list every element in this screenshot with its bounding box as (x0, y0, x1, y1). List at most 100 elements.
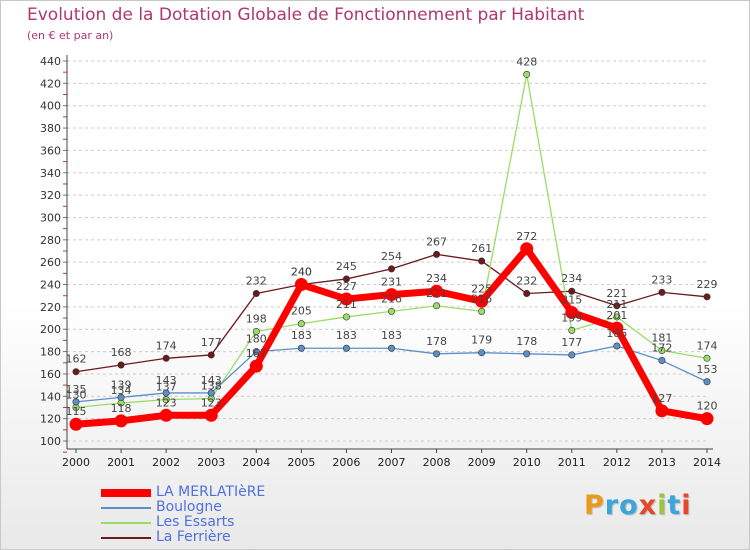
grid-lines (67, 60, 707, 442)
logo-letter: i (657, 490, 668, 521)
data-point (114, 414, 128, 428)
data-point (204, 408, 218, 422)
legend-label: LA MERLATIèRE (156, 484, 266, 500)
data-point (342, 313, 350, 321)
data-label: 185 (606, 327, 627, 340)
data-label: 183 (291, 329, 312, 342)
data-point (342, 344, 350, 352)
logo-letter: o (619, 490, 639, 521)
data-point (117, 361, 125, 369)
data-label: 181 (651, 331, 672, 344)
data-point (252, 289, 260, 297)
data-point (159, 408, 173, 422)
proxiti-logo: Proxiti (584, 490, 692, 521)
x-tick-label: 2002 (152, 456, 180, 469)
data-point (162, 396, 170, 404)
axes: 100 120 140 160 180 200 220 240 260 280 300 320 340 3… (40, 55, 721, 469)
data-point (430, 284, 444, 298)
legend-item: Les Essarts (101, 515, 361, 531)
data-point (523, 289, 531, 297)
legend-item: La Ferrière (101, 530, 361, 546)
data-point (613, 313, 621, 321)
data-point (387, 265, 395, 273)
logo-letter: P (584, 490, 605, 521)
data-label: 168 (111, 346, 132, 359)
data-point (294, 278, 308, 292)
data-label: 134 (111, 384, 132, 397)
legend-label: Boulogne (156, 499, 222, 515)
data-point (658, 357, 666, 365)
y-tick-label: 360 (40, 144, 61, 157)
y-tick-label: 400 (40, 100, 61, 113)
y-tick-label: 280 (40, 234, 61, 247)
y-tick-label: 420 (40, 77, 61, 90)
legend-swatch (101, 489, 151, 497)
data-point (339, 292, 353, 306)
data-label: 216 (381, 292, 402, 305)
y-tick-label: 240 (40, 279, 61, 292)
data-label: 229 (697, 278, 718, 291)
data-label: 177 (201, 336, 222, 349)
legend: LA MERLATIèRE Boulogne Les Essarts La Ferri… (101, 484, 361, 546)
x-tick-label: 2009 (468, 456, 496, 469)
data-label: 234 (561, 272, 582, 285)
data-point (703, 293, 711, 301)
data-point (703, 354, 711, 362)
x-tick-label: 2010 (513, 456, 541, 469)
data-label: 211 (606, 298, 627, 311)
data-point (703, 378, 711, 386)
data-label: 199 (561, 311, 582, 324)
data-point (478, 257, 486, 265)
chart-title: Evolution de la Dotation Globale de Fonc… (27, 5, 585, 25)
data-label: 162 (66, 353, 87, 366)
data-point (387, 344, 395, 352)
data-label: 138 (201, 380, 222, 393)
data-point (297, 344, 305, 352)
logo-letter: t (667, 490, 682, 521)
data-label: 232 (516, 274, 537, 287)
legend-swatch (101, 507, 151, 509)
y-tick-label: 340 (40, 167, 61, 180)
y-tick-label: 200 (40, 323, 61, 336)
data-point (475, 294, 489, 308)
data-label: 120 (697, 400, 718, 413)
logo-letter: i (681, 490, 692, 521)
x-tick-label: 2014 (693, 456, 721, 469)
x-tick-label: 2013 (648, 456, 676, 469)
data-point (252, 327, 260, 335)
data-label: 254 (381, 250, 402, 263)
y-tick-label: 320 (40, 189, 61, 202)
x-tick-label: 2004 (242, 456, 270, 469)
data-point (117, 393, 125, 401)
data-label: 172 (651, 342, 672, 355)
data-label: 139 (111, 378, 132, 391)
data-point (385, 288, 398, 302)
data-label: 240 (291, 266, 312, 279)
data-label: 179 (471, 334, 492, 347)
data-point (207, 351, 215, 359)
data-point (655, 404, 669, 418)
data-label: 198 (246, 312, 267, 325)
data-label: 428 (516, 55, 537, 68)
x-tick-label: 2006 (332, 456, 360, 469)
data-label: 267 (426, 235, 447, 248)
data-point (433, 350, 441, 358)
x-tick-label: 2000 (62, 456, 90, 469)
x-tick-label: 2007 (378, 456, 406, 469)
data-point (478, 307, 486, 315)
data-label: 178 (426, 335, 447, 348)
data-point (568, 351, 576, 359)
data-label: 115 (66, 405, 87, 418)
x-tick-label: 2011 (558, 456, 586, 469)
data-label: 216 (471, 292, 492, 305)
data-label: 143 (156, 374, 177, 387)
data-label: 201 (606, 309, 627, 322)
y-tick-label: 100 (40, 435, 61, 448)
data-point (613, 342, 621, 350)
data-label: 135 (66, 383, 87, 396)
data-label: 177 (561, 336, 582, 349)
legend-swatch (101, 522, 151, 524)
